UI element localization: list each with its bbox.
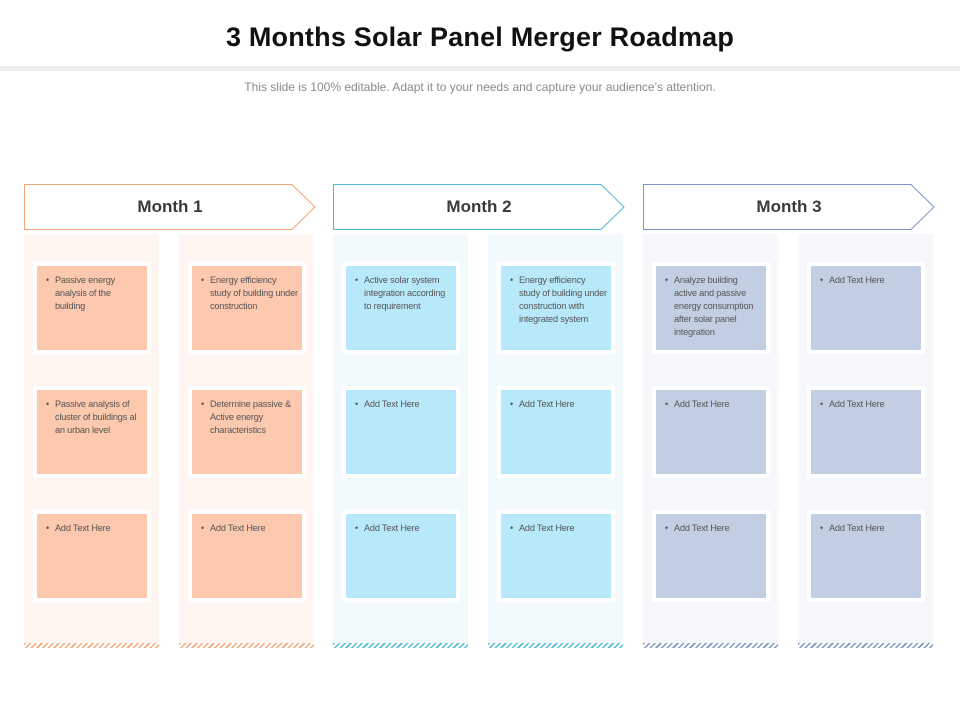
month-label: Month 3 — [756, 197, 822, 216]
task-card: • Passive analysis of cluster of building… — [37, 390, 147, 474]
bullet-icon: • — [665, 399, 669, 409]
month-section-3: Month 3 • Analyze building active and pass… — [643, 184, 935, 650]
task-card: • Add Text Here — [811, 514, 921, 598]
task-card-text: Add Text Here — [210, 523, 266, 533]
bullet-icon: • — [201, 399, 205, 409]
month-column: • Passive energy analysis of the building… — [24, 234, 159, 648]
bullet-icon: • — [46, 275, 50, 285]
task-card: • Add Text Here — [501, 390, 611, 474]
month-column: • Add Text Here • Add Text Here • Add Text He… — [798, 234, 933, 648]
month-column: • Energy efficiency study of building und… — [488, 234, 623, 648]
task-card-text: Add Text Here — [674, 399, 730, 409]
bullet-icon: • — [510, 399, 514, 409]
page-subtitle: This slide is 100% editable. Adapt it to… — [244, 80, 716, 94]
task-card-text: Add Text Here — [364, 399, 420, 409]
bullet-icon: • — [46, 399, 50, 409]
task-card-text: Add Text Here — [519, 523, 575, 533]
task-card-text: Add Text Here — [55, 523, 111, 533]
task-card-text: Passive analysis of cluster of buildings… — [55, 399, 137, 435]
column-hatch-border — [333, 643, 468, 648]
task-card-text: Add Text Here — [829, 275, 885, 285]
task-card: • Add Text Here — [346, 514, 456, 598]
month-section-2: Month 2 • Active solar system integration … — [333, 184, 625, 650]
task-card: • Add Text Here — [656, 390, 766, 474]
task-card-text: Add Text Here — [829, 523, 885, 533]
task-card: • Passive energy analysis of the building — [37, 266, 147, 350]
month-header-arrow: Month 2 — [333, 184, 625, 230]
task-card-text: Analyze building active and passive ener… — [674, 275, 754, 337]
month-column: • Active solar system integration accordi… — [333, 234, 468, 648]
column-hatch-border — [643, 643, 778, 648]
bullet-icon: • — [510, 523, 514, 533]
bullet-icon: • — [355, 275, 359, 285]
task-card: • Add Text Here — [811, 390, 921, 474]
task-card-text: Add Text Here — [519, 399, 575, 409]
bullet-icon: • — [46, 523, 50, 533]
task-card: • Determine passive & Active energy chara… — [192, 390, 302, 474]
task-card: • Analyze building active and passive ene… — [656, 266, 766, 350]
month-header-arrow: Month 3 — [643, 184, 935, 230]
task-card: • Add Text Here — [811, 266, 921, 350]
task-card: • Active solar system integration accordi… — [346, 266, 456, 350]
task-card-text: Passive energy analysis of the building — [55, 275, 116, 311]
month-section-1: Month 1 • Passive energy analysis of the b… — [24, 184, 316, 650]
task-card: • Add Text Here — [656, 514, 766, 598]
bullet-icon: • — [355, 399, 359, 409]
bullet-icon: • — [820, 399, 824, 409]
bullet-icon: • — [665, 523, 669, 533]
month-column: • Analyze building active and passive ene… — [643, 234, 778, 648]
bullet-icon: • — [201, 275, 205, 285]
task-card-text: Energy efficiency study of building unde… — [519, 275, 607, 324]
task-card: • Energy efficiency study of building und… — [501, 266, 611, 350]
task-card-text: Add Text Here — [364, 523, 420, 533]
month-column: • Energy efficiency study of building und… — [179, 234, 314, 648]
task-card-text: Add Text Here — [829, 399, 885, 409]
task-card: • Add Text Here — [346, 390, 456, 474]
bullet-icon: • — [355, 523, 359, 533]
month-header-arrow: Month 1 — [24, 184, 316, 230]
task-card-text: Energy efficiency study of building unde… — [210, 275, 298, 311]
column-hatch-border — [798, 643, 933, 648]
page-title: 3 Months Solar Panel Merger Roadmap — [225, 22, 735, 52]
task-card: • Add Text Here — [37, 514, 147, 598]
column-hatch-border — [488, 643, 623, 648]
bullet-icon: • — [820, 275, 824, 285]
bullet-icon: • — [510, 275, 514, 285]
task-card-text: Determine passive & Active energy charac… — [210, 399, 291, 435]
title-divider — [0, 66, 960, 71]
task-card: • Energy efficiency study of building und… — [192, 266, 302, 350]
month-label: Month 2 — [446, 197, 512, 216]
task-card: • Add Text Here — [192, 514, 302, 598]
task-card-text: Add Text Here — [674, 523, 730, 533]
bullet-icon: • — [201, 523, 205, 533]
column-hatch-border — [179, 643, 314, 648]
task-card-text: Active solar system integration accordin… — [364, 275, 446, 311]
month-label: Month 1 — [137, 197, 203, 216]
bullet-icon: • — [665, 275, 669, 285]
bullet-icon: • — [820, 523, 824, 533]
task-card: • Add Text Here — [501, 514, 611, 598]
column-hatch-border — [24, 643, 159, 648]
